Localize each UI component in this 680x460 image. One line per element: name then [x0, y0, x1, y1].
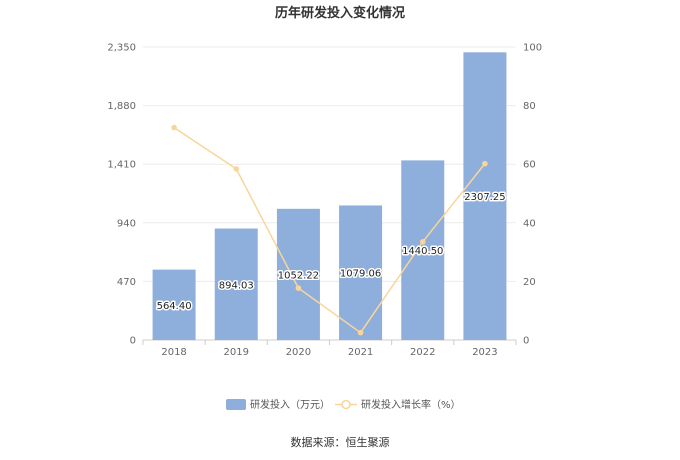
legend-item-bar[interactable]: 研发投入（万元）: [226, 398, 330, 411]
line-point: [295, 285, 302, 291]
left-tick-label: 2,350: [107, 43, 136, 54]
x-tick-label: 2021: [348, 347, 373, 358]
left-tick-label: 940: [117, 218, 136, 229]
data-source: 数据来源：恒生聚源: [291, 435, 390, 449]
bar: [214, 228, 258, 340]
bar-data-label: 1079.06: [340, 269, 381, 280]
left-tick-label: 1,410: [107, 160, 136, 171]
bar-series: [152, 52, 507, 340]
left-tick-label: 0: [130, 336, 136, 347]
bar-data-label: 2307.25: [464, 192, 505, 203]
x-tick-label: 2023: [472, 347, 497, 358]
legend-line-marker: [341, 399, 351, 410]
right-axis-ticks: 0 20 40 60 80 100: [523, 43, 542, 347]
bar-data-label: 1440.50: [402, 246, 443, 257]
bar-data-label: 894.03: [219, 280, 254, 291]
grid-lines: [143, 46, 516, 341]
x-tick-label: 2018: [161, 347, 186, 358]
left-tick-label: 1,880: [107, 101, 136, 112]
left-tick-label: 470: [117, 277, 136, 288]
right-tick-label: 0: [523, 336, 529, 347]
x-tick-label: 2022: [410, 347, 435, 358]
growth-line: [173, 126, 486, 334]
line-series: [171, 124, 488, 336]
right-tick-label: 100: [523, 43, 542, 54]
bar: [152, 269, 196, 340]
bar: [463, 52, 507, 340]
right-tick-label: 20: [523, 277, 536, 288]
line-point: [419, 239, 426, 245]
bar-data-label: 1052.22: [278, 270, 319, 281]
bar-data-labels: 564.40 894.03 1052.22 1079.06 1440.50 2307.25: [155, 191, 507, 314]
x-tick-label: 2020: [286, 347, 311, 358]
bar: [276, 208, 320, 340]
bar: [339, 205, 383, 340]
bar-data-label: 564.40: [157, 301, 192, 312]
legend-bar-swatch: [226, 399, 246, 410]
legend-item-line[interactable]: 研发投入增长率（%）: [335, 398, 461, 411]
left-axis-ticks: 0 470 940 1,410 1,880 2,350: [107, 43, 136, 347]
legend-line-label: 研发投入增长率（%）: [361, 398, 461, 411]
right-tick-label: 80: [523, 101, 536, 112]
x-axis-ticks: 2018 2019 2020 2021 2022 2023: [142, 340, 517, 358]
right-tick-label: 40: [523, 218, 536, 229]
legend-bar-label: 研发投入（万元）: [250, 398, 330, 411]
line-point: [357, 329, 364, 336]
bar: [401, 160, 445, 340]
legend[interactable]: 研发投入（万元） 研发投入增长率（%）: [226, 398, 461, 411]
line-point: [233, 166, 240, 172]
right-tick-label: 60: [523, 160, 536, 171]
chart-title: 历年研发投入变化情况: [275, 5, 405, 21]
line-point: [171, 124, 177, 131]
line-point: [482, 160, 488, 167]
x-tick-label: 2019: [224, 347, 249, 358]
